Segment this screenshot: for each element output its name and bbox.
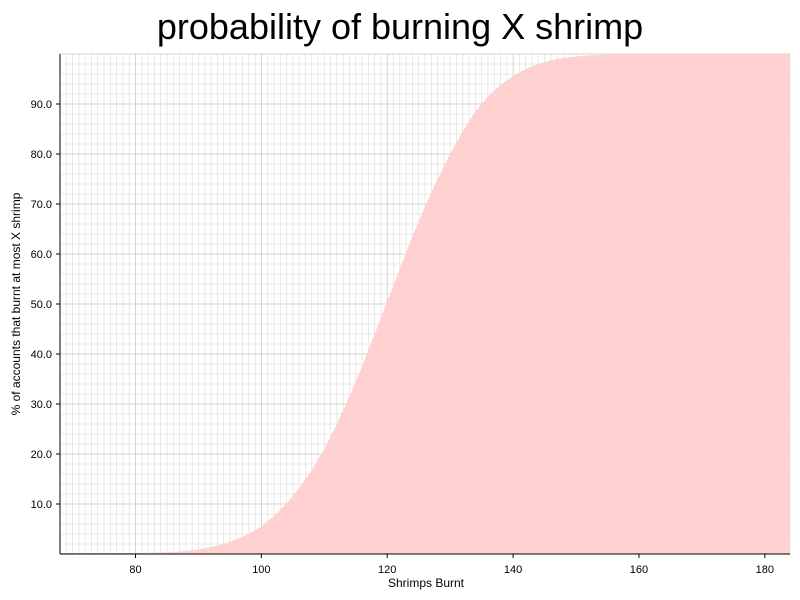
y-tick-label: 90.0	[31, 99, 52, 111]
x-tick-label: 100	[252, 564, 270, 576]
x-tick-label: 160	[630, 564, 648, 576]
y-axis-label: % of accounts that burnt at most X shrim…	[9, 192, 23, 415]
chart-title: probability of burning X shrimp	[156, 6, 644, 47]
y-tick-label: 70.0	[31, 199, 52, 211]
y-tick-label: 20.0	[31, 449, 52, 461]
axes	[56, 54, 790, 558]
cdf-area	[60, 54, 790, 554]
y-tick-label: 50.0	[31, 299, 52, 311]
tick-labels: 80 100 120 140 160 180 10.0 20.0 30.0 40.0 50.0 60.…	[31, 99, 774, 576]
x-tick-label: 180	[756, 564, 774, 576]
y-tick-label: 40.0	[31, 349, 52, 361]
y-tick-label: 60.0	[31, 249, 52, 261]
y-tick-label: 30.0	[31, 399, 52, 411]
x-tick-label: 80	[129, 564, 141, 576]
x-tick-label: 140	[504, 564, 522, 576]
y-tick-label: 10.0	[31, 499, 52, 511]
x-axis-label: Shrimps Burnt	[388, 576, 465, 590]
y-tick-label: 80.0	[31, 149, 52, 161]
x-tick-label: 120	[378, 564, 396, 576]
